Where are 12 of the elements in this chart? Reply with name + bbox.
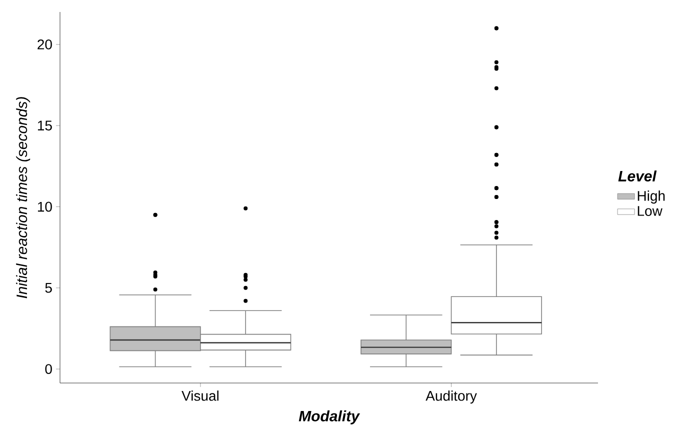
y-tick-label: 20 <box>38 39 52 50</box>
legend-title: Level <box>618 170 657 182</box>
x-tick-label: Visual <box>182 390 218 401</box>
x-tick-label: Auditory <box>426 390 477 404</box>
legend-label: Low <box>638 206 662 216</box>
y-tick-label: 5 <box>45 283 52 293</box>
x-axis-title: Modality <box>298 410 360 424</box>
y-tick-label: 15 <box>38 120 52 130</box>
legend-label: High <box>638 190 665 204</box>
y-tick-label: 0 <box>45 364 52 374</box>
y-tick-label: 10 <box>38 202 52 212</box>
y-axis-title: Initial reaction times (seconds) <box>16 97 30 298</box>
